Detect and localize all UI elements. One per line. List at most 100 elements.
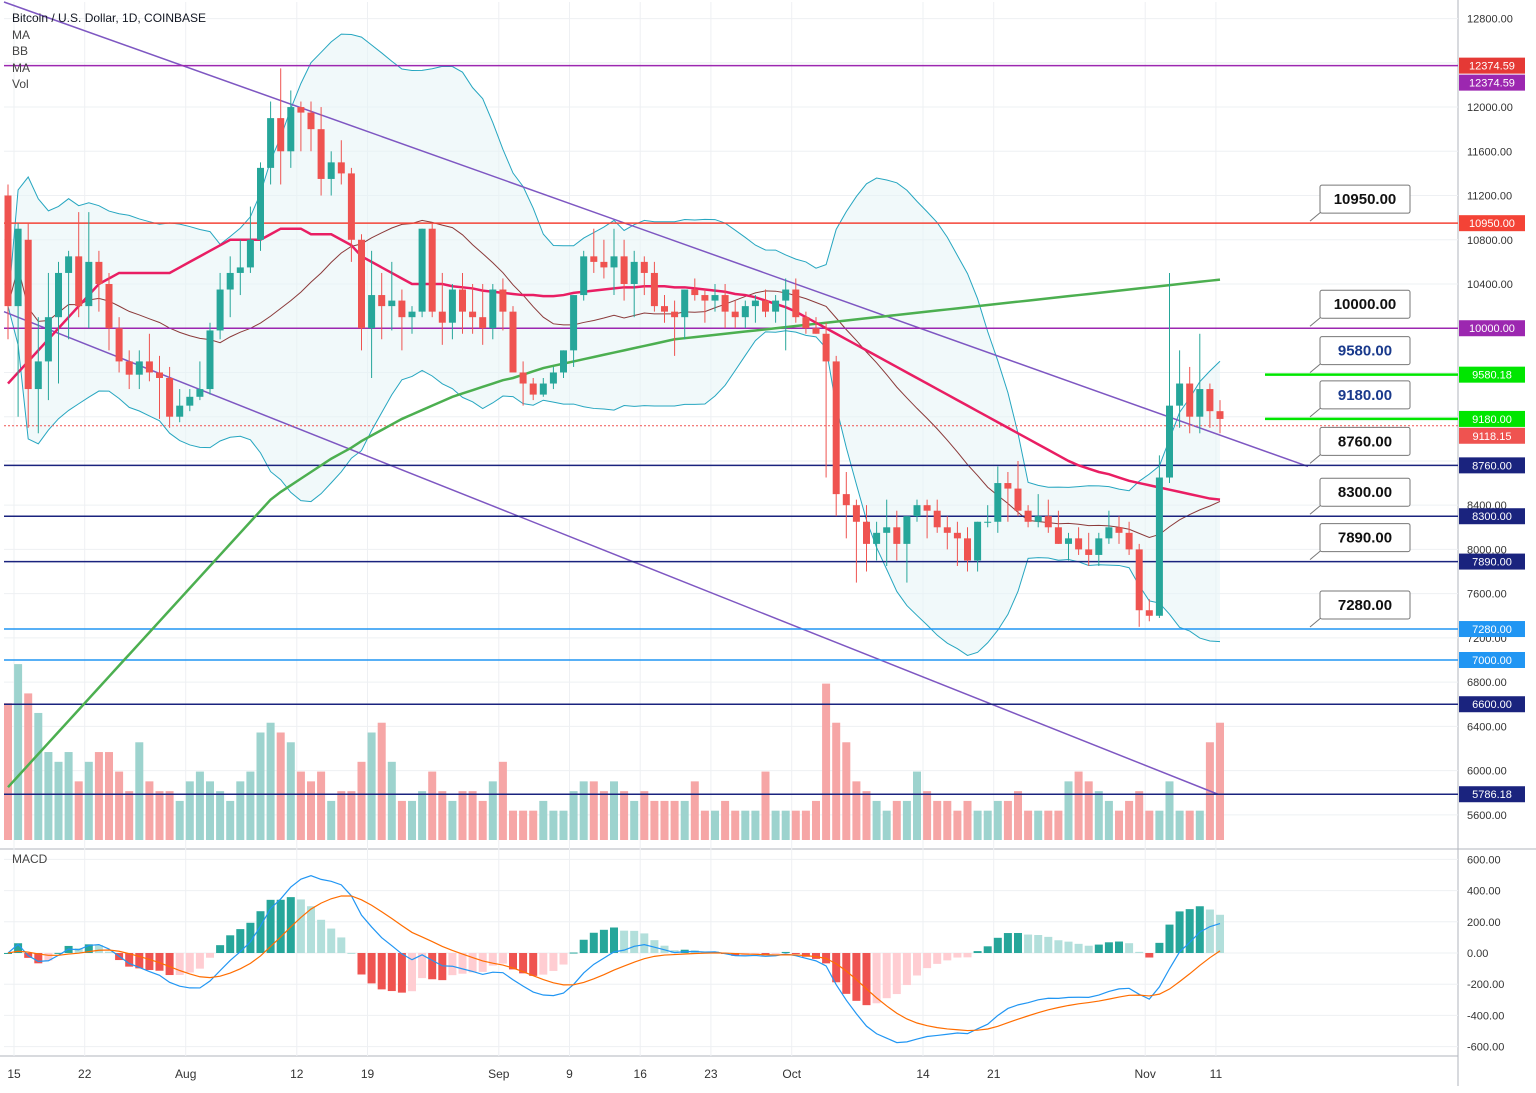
- macd-histogram-bar: [610, 927, 618, 953]
- volume-bar: [913, 771, 921, 840]
- macd-histogram-bar: [1155, 942, 1164, 953]
- volume-bar: [125, 791, 134, 840]
- candle-body: [1115, 527, 1123, 533]
- volume-bar: [94, 752, 103, 840]
- macd-histogram-bar: [519, 953, 528, 974]
- candle-body: [176, 405, 184, 417]
- candle-body: [1014, 488, 1022, 511]
- volume-bar: [610, 781, 618, 840]
- macd-histogram-bar: [509, 953, 517, 970]
- volume-bar: [246, 771, 255, 840]
- macd-histogram-bar: [1094, 944, 1103, 953]
- level-price-tag: [1459, 621, 1525, 638]
- macd-histogram-bar: [953, 953, 962, 958]
- candle-body: [317, 129, 325, 179]
- macd-histogram-bar: [307, 906, 315, 953]
- candle-body: [610, 256, 618, 268]
- candle-body: [691, 289, 699, 296]
- price-tick-label: 10800.00: [1467, 235, 1513, 247]
- callout-label: 9580.00: [1338, 343, 1392, 360]
- macd-histogram-bar: [367, 953, 376, 984]
- candle-body: [731, 311, 739, 318]
- level-price-tag-label: 7890.00: [1472, 557, 1512, 569]
- macd-histogram-bar: [357, 953, 366, 975]
- volume-bar: [185, 781, 194, 840]
- volume-bar: [377, 722, 386, 840]
- candle-body: [469, 311, 477, 318]
- candle-body: [671, 311, 679, 318]
- macd-histogram-bar: [226, 935, 235, 953]
- macd-histogram-bar: [125, 953, 134, 967]
- volume-bar: [428, 771, 437, 840]
- macd-histogram-bar: [620, 930, 629, 953]
- candle-body: [408, 311, 416, 318]
- volume-bar: [529, 810, 538, 840]
- volume-bar: [630, 800, 639, 840]
- level-price-tag-label: 8300.00: [1472, 511, 1512, 523]
- candle-body: [782, 289, 790, 301]
- candle-body: [1135, 549, 1143, 611]
- macd-histogram-bar: [559, 953, 568, 965]
- time-tick-label: Oct: [782, 1067, 801, 1081]
- volume-bar: [791, 810, 800, 840]
- volume-bar: [822, 683, 831, 840]
- macd-histogram-bar: [175, 953, 184, 976]
- macd-histogram-bar: [1175, 911, 1184, 953]
- macd-histogram-bar: [973, 951, 982, 953]
- volume-bar: [357, 761, 366, 840]
- volume-bar: [145, 781, 154, 840]
- volume-bar: [105, 752, 113, 840]
- volume-bar: [14, 664, 23, 840]
- macd-histogram-bar: [892, 953, 901, 995]
- candle-body: [711, 295, 719, 301]
- legend-indicator-ma: MA: [12, 27, 30, 42]
- level-price-tag-label: 9580.18: [1472, 370, 1512, 382]
- candle-body: [499, 289, 507, 312]
- callout-label: 8760.00: [1338, 433, 1392, 450]
- price-tick-label: 12800.00: [1467, 14, 1513, 26]
- volume-bar: [4, 703, 12, 840]
- candle-body: [852, 505, 860, 522]
- volume-bar: [367, 732, 376, 840]
- candle-body: [4, 195, 12, 307]
- macd-histogram-bar: [327, 928, 336, 953]
- candle-body: [1176, 383, 1184, 406]
- candle-body: [459, 289, 466, 312]
- volume-bar: [1014, 791, 1022, 840]
- level-price-tag-secondary: [1459, 74, 1525, 91]
- time-tick-label: 22: [78, 1067, 92, 1081]
- volume-bar: [387, 761, 396, 840]
- macd-histogram-bar: [155, 953, 164, 971]
- candle-body: [1155, 477, 1163, 616]
- volume-bar: [337, 791, 346, 840]
- volume-bar: [1135, 791, 1144, 840]
- macd-line: [7, 875, 1221, 1044]
- candle-body: [327, 162, 335, 179]
- candle-body: [267, 118, 275, 168]
- macd-histogram-bar: [1205, 909, 1214, 953]
- candle-body: [519, 372, 527, 384]
- candle-body: [479, 317, 487, 329]
- symbol-label: Bitcoin / U.S. Dollar, 1D, COINBASE: [12, 11, 207, 25]
- candle-body: [1065, 538, 1072, 544]
- candle-body: [600, 261, 608, 268]
- volume-bar: [741, 810, 750, 840]
- candle-body: [125, 361, 133, 375]
- volume-bar: [54, 761, 63, 840]
- volume-bar: [973, 810, 982, 840]
- candle-body: [166, 378, 174, 417]
- candle-body: [1044, 516, 1052, 528]
- candle-body: [741, 306, 749, 318]
- volume-bar: [519, 810, 528, 840]
- time-tick-label: 12: [290, 1067, 304, 1081]
- candle-body: [1186, 383, 1194, 417]
- macd-histogram-bar: [256, 911, 265, 953]
- level-price-tag-label: 6600.00: [1472, 699, 1512, 711]
- callout-box: [1319, 380, 1411, 410]
- candle-body: [277, 118, 285, 152]
- candle-body: [75, 256, 83, 307]
- candle-body: [307, 112, 315, 130]
